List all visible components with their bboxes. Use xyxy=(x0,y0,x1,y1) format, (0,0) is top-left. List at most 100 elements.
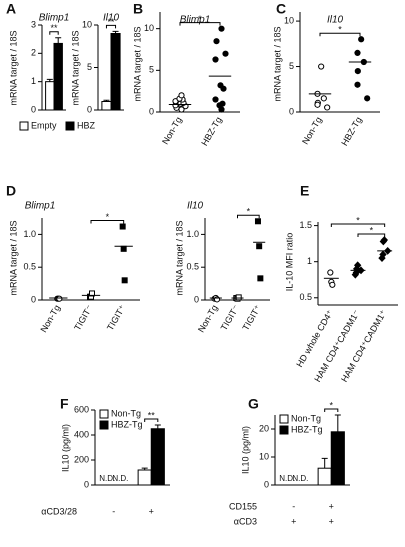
x-tick-label: HBZ-Tg xyxy=(339,115,363,147)
legend-label: HBZ-Tg xyxy=(111,419,143,429)
error-bar xyxy=(141,467,148,470)
condition-value: - xyxy=(292,501,295,511)
y-tick-label: 0 xyxy=(31,294,36,304)
significance-label: * xyxy=(329,400,333,410)
error-bar xyxy=(55,37,62,44)
panel-label: C xyxy=(276,1,286,17)
y-tick-label: 5 xyxy=(87,62,92,72)
condition-value: + xyxy=(329,501,334,511)
significance-label: ** xyxy=(50,23,58,33)
significance-label: * xyxy=(338,25,342,35)
y-tick-label: 0.5 xyxy=(299,292,312,302)
y-tick-label: 0 xyxy=(31,104,36,114)
significance-bracket xyxy=(237,214,260,219)
chart-title: Blimp1 xyxy=(180,15,211,26)
y-tick-label: 1.0 xyxy=(23,229,36,239)
significance-bracket xyxy=(324,408,339,412)
y-tick-label: 0.5 xyxy=(186,262,199,272)
y-axis-label: mRNA target / 18S xyxy=(70,30,80,105)
significance-bracket xyxy=(357,233,386,238)
y-tick-label: 0 xyxy=(87,104,92,114)
y-tick-label: 10 xyxy=(259,451,269,461)
point xyxy=(121,277,128,284)
point xyxy=(213,38,220,45)
point xyxy=(354,81,361,88)
legend-swatch xyxy=(99,420,109,430)
point xyxy=(218,25,225,32)
point xyxy=(222,50,229,57)
significance-label: * xyxy=(198,14,202,24)
point xyxy=(354,49,361,57)
panel-label: A xyxy=(6,1,16,17)
bar xyxy=(137,469,152,486)
point xyxy=(320,95,327,102)
x-tick-label: Non-Tg xyxy=(38,303,62,334)
panel-label: E xyxy=(300,183,309,199)
chart-title: Blimp1 xyxy=(39,13,70,24)
point xyxy=(212,56,219,63)
point xyxy=(358,36,365,43)
condition-label: CD155 xyxy=(229,501,257,511)
x-tick-label: TIGIT⁺ xyxy=(240,303,263,332)
bar xyxy=(317,467,332,486)
legend-swatch xyxy=(279,414,289,424)
y-tick-label: 1 xyxy=(31,76,36,86)
bar xyxy=(101,101,112,111)
chart-title: Blimp1 xyxy=(25,201,56,212)
condition-value: - xyxy=(112,506,115,516)
point xyxy=(379,237,388,246)
condition-value: + xyxy=(149,506,154,516)
x-tick-label: Non-Tg xyxy=(300,115,324,146)
y-tick-label: 200 xyxy=(74,454,89,464)
significance-label: ** xyxy=(148,410,156,420)
condition-value: + xyxy=(329,516,334,526)
point xyxy=(220,85,227,92)
significance-label: * xyxy=(247,207,251,217)
value-label: N.D. xyxy=(99,474,115,483)
y-tick-label: 5 xyxy=(289,61,294,71)
x-tick-label: TIGIT⁻ xyxy=(219,303,242,332)
point xyxy=(314,101,321,108)
point xyxy=(378,254,386,263)
y-tick-label: 600 xyxy=(74,404,89,414)
significance-label: * xyxy=(106,212,110,222)
value-label: N.D. xyxy=(112,474,128,483)
legend-swatch xyxy=(279,425,289,435)
y-axis-label: IL-10 MFI ratio xyxy=(284,233,294,292)
bar xyxy=(45,81,55,111)
point xyxy=(329,281,336,288)
x-tick-label: HBZ-Tg xyxy=(199,115,223,147)
point xyxy=(351,270,360,279)
legend-swatch xyxy=(99,409,109,419)
point xyxy=(89,290,95,297)
point xyxy=(324,104,331,111)
legend-label: HBZ xyxy=(77,120,96,130)
y-tick-label: 2 xyxy=(31,48,36,58)
point xyxy=(354,67,361,75)
chart-title: Il10 xyxy=(187,201,204,212)
point xyxy=(327,269,334,276)
y-axis-label: mRNA target / 18S xyxy=(8,220,18,295)
legend-label: Non-Tg xyxy=(291,413,321,423)
panel-label: G xyxy=(248,396,259,412)
y-tick-label: 0 xyxy=(194,294,199,304)
point xyxy=(257,275,264,282)
point xyxy=(254,218,261,225)
panel-label: B xyxy=(133,1,143,17)
y-tick-label: 10 xyxy=(144,23,154,33)
legend-label: Empty xyxy=(31,120,57,130)
significance-bracket xyxy=(330,223,386,228)
y-tick-label: 0 xyxy=(149,106,154,116)
y-axis-label: IL10 (pg/ml) xyxy=(60,424,70,472)
panel-label: D xyxy=(6,183,16,199)
y-tick-label: 5 xyxy=(149,65,154,75)
significance-bracket xyxy=(319,32,361,37)
y-axis-label: mRNA target / 18S xyxy=(132,26,142,101)
legend-label: HBZ-Tg xyxy=(291,424,323,434)
significance-bracket xyxy=(179,22,221,26)
y-tick-label: 0 xyxy=(289,106,294,116)
significance-bracket xyxy=(90,220,125,224)
bar xyxy=(150,428,165,486)
point xyxy=(256,243,263,250)
